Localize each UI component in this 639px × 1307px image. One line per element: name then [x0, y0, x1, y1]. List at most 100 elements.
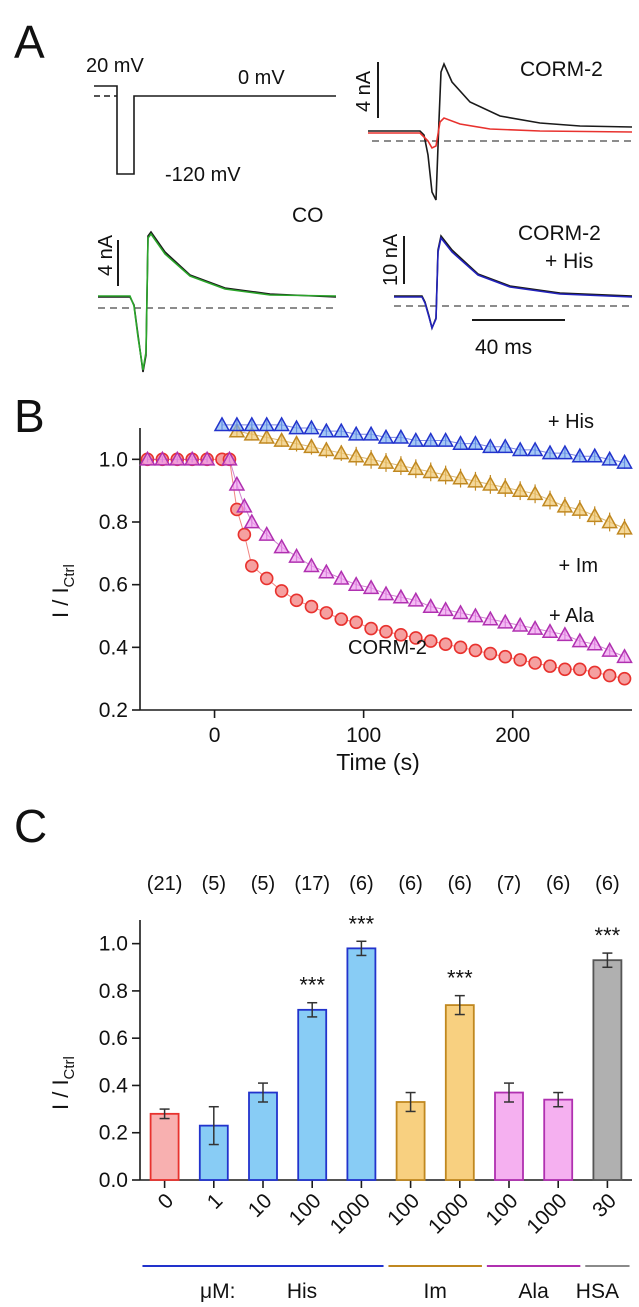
- trace-ctrl-corm2: [368, 61, 633, 201]
- data-point-triangle: [258, 416, 276, 432]
- data-point-triangle: [243, 425, 261, 441]
- data-point-circle: [573, 662, 587, 677]
- data-point-triangle: [236, 497, 253, 513]
- data-point-triangle: [482, 610, 499, 626]
- significance-label: ***: [447, 966, 473, 991]
- data-point-triangle: [273, 431, 290, 447]
- panel-a: A 20 mV 0 mV -120 mV 4 nA CORM-2 4 nA CO: [14, 16, 633, 373]
- data-point-triangle: [556, 626, 574, 642]
- data-point-triangle: [288, 419, 305, 435]
- y-tick-label-b: 1.0: [99, 448, 128, 471]
- data-point-triangle: [362, 450, 380, 466]
- data-point-triangle: [586, 447, 604, 463]
- data-point-circle: [483, 646, 498, 661]
- data-point-circle: [237, 527, 252, 542]
- bar-marks: (21) 0 (5) 1 (5) 10 *** (17) 100 *** (6) 1000 (6) 100…: [147, 873, 623, 1239]
- category-label: 1000: [522, 1189, 571, 1238]
- panel-letter-c: C: [14, 800, 47, 852]
- y-tick-label-c: 0.6: [99, 1027, 128, 1050]
- data-point-circle: [349, 615, 363, 630]
- data-point-triangle: [571, 500, 589, 516]
- data-point-triangle: [407, 460, 425, 476]
- group-label: His: [287, 1280, 317, 1303]
- data-point-triangle: [496, 478, 514, 494]
- time-scale-label: 40 ms: [475, 336, 532, 359]
- data-point-triangle: [601, 641, 618, 657]
- data-point-triangle: [422, 463, 440, 479]
- n-label: (6): [398, 873, 422, 895]
- data-point-triangle: [526, 619, 544, 635]
- n-label: (6): [595, 873, 619, 895]
- data-point-triangle: [601, 513, 618, 529]
- data-point-triangle: [362, 425, 380, 441]
- data-point-triangle: [139, 450, 156, 466]
- group-prefix: μM:: [200, 1280, 235, 1303]
- data-point-triangle: [407, 431, 425, 447]
- scatter-marks: [139, 416, 633, 686]
- data-point-triangle: [571, 632, 589, 648]
- n-label: (5): [251, 873, 275, 895]
- data-point-triangle: [616, 453, 633, 469]
- data-point-triangle: [422, 598, 440, 613]
- data-point-triangle: [377, 453, 395, 469]
- data-point-triangle: [452, 604, 469, 620]
- y-axis-label-c-sub: Ctrl: [61, 1056, 78, 1079]
- data-point-circle: [528, 656, 542, 670]
- bar: [395, 1101, 426, 1181]
- significance-label: ***: [349, 911, 375, 936]
- data-point-triangle: [496, 613, 514, 629]
- data-point-circle: [438, 637, 453, 652]
- data-point-circle: [394, 627, 408, 642]
- protocol-trace: [94, 85, 336, 175]
- y-tick-label-c: 1.0: [99, 933, 128, 956]
- y-tick-label-c: 0.4: [99, 1074, 129, 1097]
- y-tick-label-b: 0.4: [99, 636, 129, 659]
- data-point-triangle: [601, 450, 618, 466]
- data-point-circle: [245, 559, 259, 573]
- n-label: (6): [448, 873, 472, 895]
- data-point-triangle: [362, 579, 380, 595]
- category-label: 100: [383, 1189, 424, 1230]
- y-tick-label-b: 0.2: [99, 699, 128, 722]
- data-point-triangle: [616, 519, 633, 535]
- protocol-test-label: 0 mV: [238, 67, 285, 89]
- series-label-im: + Im: [559, 555, 598, 577]
- data-point-triangle: [616, 648, 633, 664]
- scale-label-co: 4 nA: [95, 234, 117, 276]
- data-point-triangle: [243, 416, 261, 432]
- trace-label-corm2: CORM-2: [520, 58, 603, 81]
- panel-c: C 0.0 0.2 0.4 0.6 0.8 1.0 (21) 0 (5) 1 (5) 10 *** (1…: [14, 800, 632, 1303]
- data-point-circle: [423, 634, 438, 648]
- trace-corm2: 4 nA CORM-2: [353, 58, 633, 201]
- data-point-triangle: [392, 588, 410, 604]
- category-label: 1: [203, 1189, 228, 1214]
- trace-ctrl-co: [98, 230, 337, 373]
- bar: [149, 1112, 180, 1181]
- data-point-triangle: [526, 485, 544, 501]
- data-point-triangle: [154, 450, 171, 466]
- data-point-triangle: [377, 585, 395, 601]
- data-point-triangle: [586, 635, 604, 651]
- group-labels: His μM: Im Ala HSA: [142, 1265, 630, 1303]
- bar: [592, 959, 623, 1181]
- significance-label: ***: [595, 923, 621, 948]
- series-line: [222, 424, 625, 463]
- bar: [543, 1098, 574, 1181]
- protocol-step-label: -120 mV: [165, 164, 241, 186]
- data-point-circle: [409, 631, 423, 645]
- data-point-triangle: [452, 469, 469, 485]
- y-axis-label-b: I / ICtrl: [48, 564, 78, 618]
- data-point-circle: [468, 643, 483, 658]
- scatter-axes: 0.2 0.4 0.6 0.8 1.0 0 100 200: [99, 428, 632, 747]
- data-point-triangle: [526, 441, 544, 457]
- data-point-circle: [274, 584, 289, 598]
- category-label: 100: [481, 1189, 522, 1230]
- bar: [494, 1091, 524, 1181]
- trace-label-his-2: + His: [545, 250, 593, 273]
- data-point-triangle: [347, 576, 365, 592]
- data-point-triangle: [407, 591, 425, 607]
- data-point-triangle: [221, 450, 238, 466]
- data-point-circle: [259, 571, 274, 586]
- scale-label-corm2: 4 nA: [353, 70, 375, 112]
